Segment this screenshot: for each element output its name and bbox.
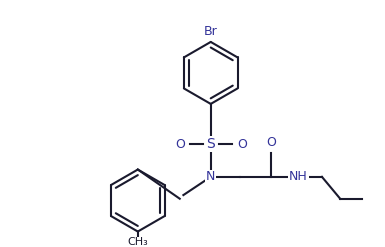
Text: CH₃: CH₃ xyxy=(127,237,148,247)
Text: N: N xyxy=(206,170,216,183)
Text: Br: Br xyxy=(204,24,218,38)
Text: S: S xyxy=(206,137,215,151)
Text: O: O xyxy=(266,137,276,149)
Text: O: O xyxy=(237,138,247,150)
Text: NH: NH xyxy=(289,170,308,183)
Text: O: O xyxy=(175,138,185,150)
